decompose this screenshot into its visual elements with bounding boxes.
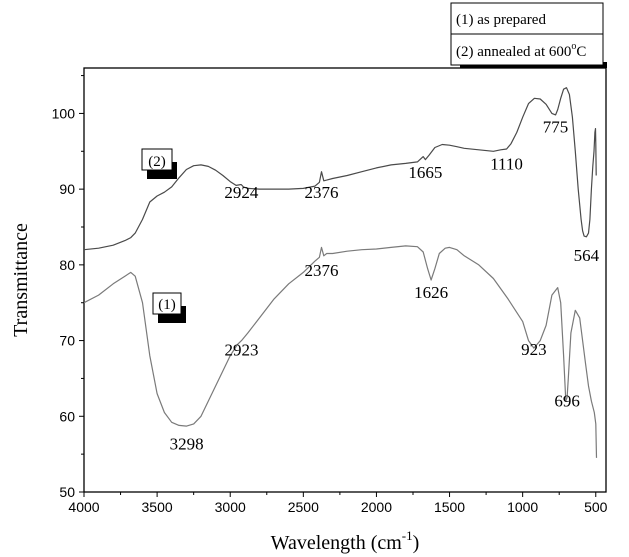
legend: (1) as prepared (2) annealed at 600oC <box>450 2 607 68</box>
x-tick-label: 3500 <box>142 499 173 515</box>
y-tick-label: 80 <box>59 257 75 273</box>
y-tick-label: 100 <box>52 105 76 121</box>
x-axis-title: Wavelength (cm-1) <box>271 528 420 554</box>
peak-label: 3298 <box>170 435 204 454</box>
peak-label: 1665 <box>408 163 442 182</box>
series-1-label-box <box>152 292 182 315</box>
series-1-marker: (1) <box>152 292 186 323</box>
x-tick-label: 4000 <box>68 499 99 515</box>
peak-label: 696 <box>554 391 580 410</box>
x-axis: 4000 3500 3000 2500 2000 1500 1000 500 <box>68 492 608 515</box>
peak-label: 2376 <box>304 183 338 202</box>
series-layer <box>83 87 598 458</box>
series-2-marker: (2) <box>141 148 177 179</box>
series-2-label-box <box>141 148 173 171</box>
peak-label: 1110 <box>490 154 523 173</box>
peak-label: 2376 <box>304 261 338 280</box>
y-tick-label: 90 <box>59 181 75 197</box>
legend-entry-1: (1) as prepared <box>456 12 546 28</box>
x-tick-label: 2000 <box>361 499 392 515</box>
plot-area <box>83 67 607 493</box>
y-axis: 50 60 70 80 90 100 <box>52 75 84 500</box>
series-1-line <box>83 245 598 458</box>
peak-label: 2924 <box>224 183 259 202</box>
peak-label: 923 <box>521 340 547 359</box>
y-tick-label: 60 <box>59 408 75 424</box>
series-1-label: (1) <box>158 297 176 313</box>
peak-label: 1626 <box>414 283 448 302</box>
x-tick-label: 500 <box>584 499 608 515</box>
peak-label: 564 <box>574 246 600 265</box>
x-tick-label: 1000 <box>507 499 538 515</box>
series-2-label: (2) <box>148 154 166 170</box>
y-tick-label: 70 <box>59 333 75 349</box>
peak-label: 775 <box>543 117 569 136</box>
x-tick-label: 1500 <box>434 499 465 515</box>
x-tick-label: 3000 <box>215 499 246 515</box>
series-2-line <box>83 87 597 251</box>
peak-annotations: 2924 2376 1665 1110 775 564 2376 1626 2923 923 696… <box>170 117 600 453</box>
y-tick-label: 50 <box>59 484 75 500</box>
peak-label: 2923 <box>224 341 258 360</box>
legend-entry-2: (2) annealed at 600oC <box>456 41 586 60</box>
x-tick-label: 2500 <box>288 499 319 515</box>
y-axis-title: Transmittance <box>10 223 32 337</box>
